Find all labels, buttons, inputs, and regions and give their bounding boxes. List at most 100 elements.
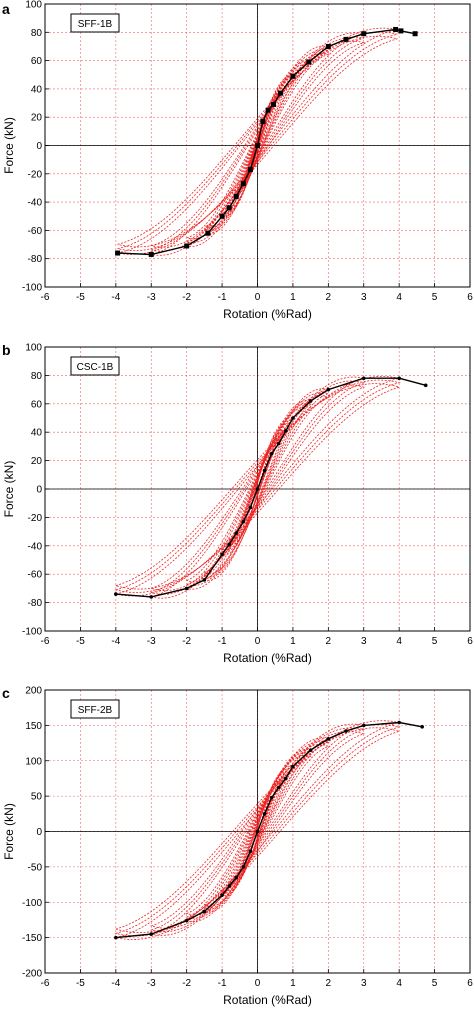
envelope-point xyxy=(308,748,313,752)
specimen-label-box xyxy=(70,356,120,376)
envelope-point xyxy=(184,918,189,923)
envelope-point xyxy=(219,213,225,219)
x-tick-label: -6 xyxy=(41,292,50,303)
x-tick-label: -5 xyxy=(76,978,85,989)
envelope-point xyxy=(205,230,211,236)
x-tick-label: 6 xyxy=(467,292,473,303)
envelope-point xyxy=(262,812,267,816)
x-tick-label: -5 xyxy=(76,636,85,647)
y-tick-label: -20 xyxy=(28,513,43,524)
x-tick-label: -1 xyxy=(218,978,227,989)
y-tick-label: -80 xyxy=(28,254,43,265)
x-tick-label: 6 xyxy=(467,636,473,647)
x-axis-label: Rotation (%Rad) xyxy=(223,651,312,665)
hysteresis-loop xyxy=(117,35,398,248)
x-tick-label: 0 xyxy=(255,636,261,647)
hysteresis-loop xyxy=(203,403,312,578)
envelope-point xyxy=(241,865,246,869)
envelope-line xyxy=(115,377,426,598)
y-tick-label: -150 xyxy=(22,933,42,944)
envelope-point xyxy=(234,531,239,535)
y-axis-label: Force (kN) xyxy=(2,803,16,860)
envelope-point xyxy=(326,737,331,741)
envelope-point xyxy=(114,935,118,940)
specimen-label-box xyxy=(70,13,120,33)
envelope-point xyxy=(262,468,267,473)
envelope-point xyxy=(344,729,348,733)
x-tick-label: -2 xyxy=(182,292,191,303)
envelope-point xyxy=(248,849,253,854)
y-tick-label: 100 xyxy=(25,756,42,767)
specimen-label-box xyxy=(70,699,120,719)
y-tick-label: -60 xyxy=(28,226,43,237)
envelope-point xyxy=(291,416,295,420)
hysteresis-loop xyxy=(185,392,330,586)
hysteresis-loop xyxy=(185,388,330,590)
envelope-point xyxy=(220,893,224,897)
y-tick-label: 100 xyxy=(25,343,42,354)
x-tick-label: 5 xyxy=(432,978,438,989)
specimen-label: SFF-1B xyxy=(78,19,113,30)
x-tick-label: 3 xyxy=(361,292,367,303)
envelope-point xyxy=(265,107,271,113)
x-tick-label: -1 xyxy=(218,636,227,647)
y-tick-label: 20 xyxy=(31,113,43,124)
envelope-point xyxy=(423,383,428,388)
envelope-point xyxy=(412,31,418,37)
hysteresis-loop xyxy=(114,727,401,934)
envelope-point xyxy=(260,118,266,124)
envelope-line xyxy=(115,721,423,939)
y-tick-label: -40 xyxy=(28,541,43,552)
hysteresis-loop xyxy=(203,406,312,575)
envelope-point xyxy=(269,795,274,800)
hysteresis-loop xyxy=(203,755,312,907)
x-tick-label: 6 xyxy=(467,978,473,989)
y-tick-label: -200 xyxy=(22,969,42,980)
envelope-point xyxy=(202,578,207,582)
x-tick-label: 2 xyxy=(326,636,332,647)
envelope-point xyxy=(148,251,154,257)
envelope-point xyxy=(255,487,260,491)
hysteresis-loop xyxy=(114,723,401,937)
y-tick-label: 80 xyxy=(31,28,43,39)
envelope-point xyxy=(276,441,281,446)
envelope-point xyxy=(308,399,313,403)
y-tick-label: 150 xyxy=(25,721,42,732)
envelope-point xyxy=(270,101,276,107)
envelope-point xyxy=(233,193,239,199)
hysteresis-loop xyxy=(149,40,366,248)
envelope-point xyxy=(184,586,189,591)
envelope-point xyxy=(247,167,253,173)
x-tick-label: -3 xyxy=(147,636,156,647)
y-tick-label: -100 xyxy=(22,627,42,638)
x-tick-label: 3 xyxy=(361,978,367,989)
envelope-point xyxy=(420,724,424,729)
y-tick-label: 80 xyxy=(31,371,43,382)
envelope-point xyxy=(115,250,121,256)
x-axis-label: Rotation (%Rad) xyxy=(223,993,312,1007)
hysteresis-loop xyxy=(114,383,401,590)
y-tick-label: 40 xyxy=(31,428,43,439)
envelope-point xyxy=(397,376,401,381)
chart-panel-c: -6 -5 -4 -3 -2 -1 0 1 2 3 4 5 6 -200 -150 -100 -50 0 50 100… xyxy=(2,685,473,1007)
envelope-point xyxy=(393,26,399,32)
specimen-label: CSC-1B xyxy=(77,362,114,373)
hysteresis-loop xyxy=(242,455,273,520)
y-axis-label: Force (kN) xyxy=(2,117,16,174)
y-tick-label: 0 xyxy=(36,141,42,152)
chart-panel-a: -6 -5 -4 -3 -2 -1 0 1 2 3 4 5 6 -100 -80 -60 -40 -20 0 20 40… xyxy=(2,0,473,321)
envelope-point xyxy=(226,205,232,211)
hysteresis-loop xyxy=(117,31,398,251)
y-tick-label: 40 xyxy=(31,84,43,95)
x-axis-label: Rotation (%Rad) xyxy=(223,307,312,321)
x-tick-label: -6 xyxy=(41,636,50,647)
x-tick-label: 4 xyxy=(396,636,402,647)
y-tick-label: 200 xyxy=(25,686,42,697)
hysteresis-loop xyxy=(220,419,295,553)
hysteresis-loop xyxy=(114,379,401,593)
chart-panel-b: -6 -5 -4 -3 -2 -1 0 1 2 3 4 5 6 -100 -80 -60 -40 -20 0 20 40… xyxy=(2,342,473,665)
hysteresis-loop xyxy=(151,723,364,936)
x-tick-label: -2 xyxy=(182,978,191,989)
envelope-point xyxy=(361,376,366,381)
